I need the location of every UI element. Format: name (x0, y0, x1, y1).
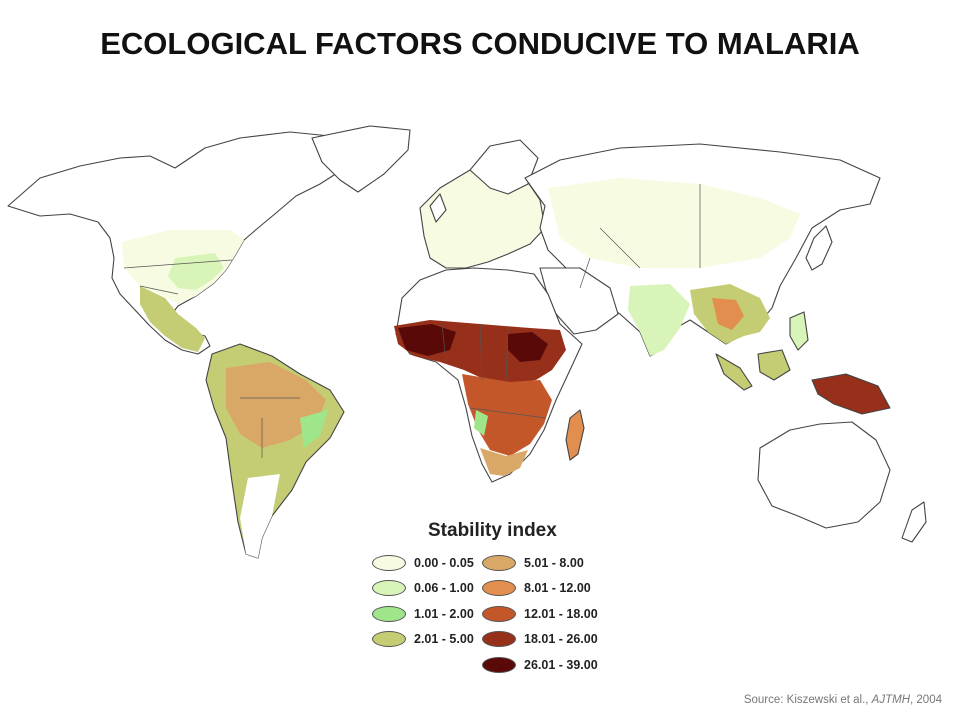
legend-label: 8.01 - 12.00 (524, 581, 591, 596)
legend-label: 1.01 - 2.00 (414, 606, 474, 621)
west-africa-shading (398, 324, 456, 356)
usa-southeast-shading (168, 253, 224, 290)
amazon-shading (226, 362, 326, 448)
world-map (0, 118, 960, 568)
legend-title: Stability index (428, 520, 557, 541)
legend-label: 12.01 - 18.00 (524, 606, 598, 621)
central-asia-shading (548, 178, 800, 268)
mexico-shading (140, 286, 205, 352)
southern-africa-shading (480, 448, 528, 476)
legend-item: 26.01 - 39.00 (482, 652, 598, 678)
legend-label: 5.01 - 8.00 (524, 555, 584, 570)
borneo-landmass (757, 349, 791, 381)
legend-label: 0.06 - 1.00 (414, 581, 474, 596)
scandinavia-landmass (469, 139, 539, 195)
legend-swatch (372, 554, 406, 571)
east-africa-shading (508, 332, 548, 362)
legend-item: 2.01 - 5.00 (372, 627, 474, 653)
source-citation: Source: Kiszewski et al., AJTMH, 2004 (744, 694, 942, 706)
legend-swatch (372, 580, 406, 597)
source-suffix: , 2004 (910, 694, 942, 706)
legend-column-right: 5.01 - 8.00 8.01 - 12.00 12.01 - 18.00 1… (482, 550, 598, 678)
legend-label: 0.00 - 0.05 (414, 555, 474, 570)
legend-column-left: 0.00 - 0.05 0.06 - 1.00 1.01 - 2.00 2.01… (372, 550, 474, 652)
source-prefix: Source: Kiszewski et al., (743, 694, 872, 706)
legend-swatch (372, 631, 406, 648)
greenland-landmass (311, 125, 411, 193)
central-africa-shading (462, 374, 552, 456)
legend-swatch (482, 605, 516, 622)
philippines-landmass (789, 311, 809, 351)
new-zealand-landmass (901, 501, 927, 543)
brazil-east-shading (300, 410, 328, 448)
britain-landmass (429, 193, 447, 223)
japan-landmass (805, 225, 833, 271)
legend-label: 26.01 - 39.00 (524, 657, 598, 672)
sumatra-landmass (715, 353, 753, 391)
legend-label: 18.01 - 26.00 (524, 632, 598, 647)
madagascar-landmass (565, 409, 585, 461)
rift-green-shading (474, 410, 488, 436)
legend-swatch (482, 554, 516, 571)
border-lines (123, 184, 701, 458)
patagonia-shading (240, 474, 280, 558)
source-journal: AJTMH (871, 694, 911, 706)
legend-item: 18.01 - 26.00 (482, 627, 598, 653)
legend-swatch (482, 580, 516, 597)
legend-item: 0.06 - 1.00 (372, 576, 474, 602)
legend-item: 1.01 - 2.00 (372, 601, 474, 627)
mekong-shading (712, 298, 744, 330)
page-title: ECOLOGICAL FACTORS CONDUCIVE TO MALARIA (100, 26, 860, 61)
legend-item: 5.01 - 8.00 (482, 550, 598, 576)
legend-item: 12.01 - 18.00 (482, 601, 598, 627)
india-shading (628, 284, 690, 356)
legend-swatch (372, 605, 406, 622)
australia-landmass (757, 421, 891, 529)
new-guinea-landmass (811, 373, 891, 415)
legend-label: 2.01 - 5.00 (414, 632, 474, 647)
legend-item: 0.00 - 0.05 (372, 550, 474, 576)
legend-swatch (482, 656, 516, 673)
legend-item: 8.01 - 12.00 (482, 576, 598, 602)
legend-swatch (482, 631, 516, 648)
map-legend: Stability index 0.00 - 0.05 0.06 - 1.00 … (362, 516, 632, 674)
